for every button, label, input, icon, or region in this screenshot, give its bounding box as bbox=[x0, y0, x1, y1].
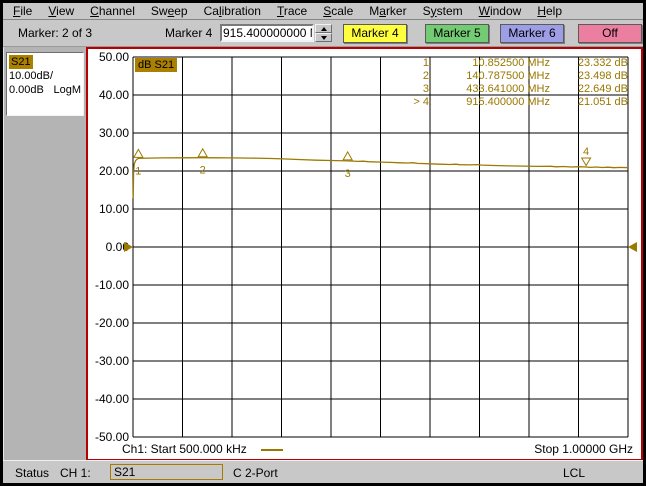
menu-system[interactable]: System bbox=[422, 3, 463, 18]
button-marker-6[interactable]: Marker 6 bbox=[500, 24, 564, 43]
button-marker-5[interactable]: Marker 5 bbox=[425, 24, 489, 43]
y-tick-label: 50.00 bbox=[98, 50, 129, 64]
y-tick-label: 40.00 bbox=[98, 88, 129, 102]
menu-sweep[interactable]: Sweep bbox=[150, 3, 188, 18]
readout-cell: 23.498 dB bbox=[577, 70, 628, 82]
menu-file[interactable]: File bbox=[13, 3, 33, 18]
y-tick-label: 0.00 bbox=[105, 240, 129, 254]
y-tick-label: -40.00 bbox=[94, 392, 129, 406]
reference-level-marker-left-icon bbox=[124, 242, 133, 252]
marker-2-number: 2 bbox=[200, 165, 206, 177]
readout-cell: 3: bbox=[422, 83, 432, 95]
marker-2-icon bbox=[197, 147, 209, 158]
trace-reference: 0.00dB bbox=[9, 84, 44, 96]
button-off[interactable]: Off bbox=[578, 24, 642, 43]
menu-view[interactable]: View bbox=[48, 3, 75, 18]
status-label: Status bbox=[15, 466, 50, 480]
readout-cell: > 4: bbox=[413, 96, 432, 108]
up-arrow-icon bbox=[320, 26, 327, 31]
readout-cell: 2: bbox=[422, 70, 432, 82]
readout-cell: 10.852500 MHz bbox=[472, 57, 550, 69]
reference-level-marker-right-icon bbox=[628, 242, 637, 252]
y-tick-label: -50.00 bbox=[94, 430, 129, 444]
marker-readout-row: 3: 433.641000 MHz 22.649 dB bbox=[402, 83, 628, 96]
menu-channel[interactable]: Channel bbox=[90, 3, 135, 18]
trace-color-legend-icon bbox=[260, 449, 283, 451]
trace-s21 bbox=[132, 157, 629, 199]
status-cal-indicator: C 2-Port bbox=[233, 466, 278, 480]
main-area: S21 10.00dB/ 0.00dB LogM 50.00 40.00 30.00… bbox=[3, 46, 643, 461]
down-arrow-icon bbox=[320, 35, 327, 40]
x-stop-label: Stop 1.00000 GHz bbox=[534, 442, 633, 456]
y-tick-label: 20.00 bbox=[98, 164, 129, 178]
marker-readout: 1: 10.852500 MHz 23.332 dB 2: 140.787500 MHz… bbox=[402, 57, 628, 109]
spin-down-button[interactable] bbox=[315, 33, 332, 42]
status-channel: CH 1: bbox=[60, 466, 91, 480]
x-start-label: Ch1: Start 500.000 kHz bbox=[122, 442, 283, 456]
marker-field-label: Marker 4 bbox=[165, 26, 213, 40]
marker-toolbar: Marker: 2 of 3 Marker 4 915.400000000 MH… bbox=[3, 21, 643, 46]
menu-window[interactable]: Window bbox=[478, 3, 522, 18]
marker-count-status: Marker: 2 of 3 bbox=[18, 26, 93, 40]
marker-1-number: 1 bbox=[135, 165, 141, 177]
menu-marker[interactable]: Marker bbox=[369, 3, 407, 18]
marker-readout-row: 2: 140.787500 MHz 23.498 dB bbox=[402, 70, 628, 83]
status-bar: Status CH 1: S21 C 2-Port LCL bbox=[3, 460, 643, 483]
readout-cell: 915.400000 MHz bbox=[466, 96, 550, 108]
y-tick-label: -30.00 bbox=[94, 354, 129, 368]
marker-frequency-input[interactable]: 915.400000000 MH bbox=[220, 24, 314, 42]
frequency-stepper bbox=[315, 24, 332, 42]
trace-scale: 10.00dB/ bbox=[9, 70, 54, 82]
status-measurement-box: S21 bbox=[110, 464, 223, 480]
readout-cell: 22.649 dB bbox=[577, 83, 628, 95]
y-axis: 50.00 40.00 30.00 20.00 10.00 0.00 -10.00 -20.0… bbox=[88, 49, 129, 449]
marker-3-icon bbox=[342, 150, 354, 161]
y-tick-label: 30.00 bbox=[98, 126, 129, 140]
readout-cell: 23.332 dB bbox=[577, 57, 628, 69]
marker-4-number: 4 bbox=[583, 146, 589, 158]
menu-bar: File View Channel Sweep Calibration Trace Scal… bbox=[3, 3, 643, 20]
status-lcl: LCL bbox=[563, 466, 586, 480]
trace-id-chip: S21 bbox=[9, 55, 33, 69]
trace-format: LogM bbox=[53, 84, 81, 96]
readout-cell: 140.787500 MHz bbox=[466, 70, 550, 82]
button-marker-4[interactable]: Marker 4 bbox=[343, 24, 407, 43]
chart-window: 50.00 40.00 30.00 20.00 10.00 0.00 -10.00 -20.0… bbox=[86, 47, 643, 461]
marker-3-number: 3 bbox=[345, 168, 351, 180]
y-tick-label: -10.00 bbox=[94, 278, 129, 292]
marker-readout-row: 1: 10.852500 MHz 23.332 dB bbox=[402, 57, 628, 70]
plot-svg: 1 2 3 4 bbox=[124, 56, 637, 438]
trace-sidebar: S21 10.00dB/ 0.00dB LogM bbox=[3, 47, 86, 461]
y-tick-label: 10.00 bbox=[98, 202, 129, 216]
x-axis-labels: Ch1: Start 500.000 kHz Stop 1.00000 GHz bbox=[88, 442, 641, 456]
trace-info-box[interactable]: S21 10.00dB/ 0.00dB LogM bbox=[6, 52, 84, 116]
menu-calibration[interactable]: Calibration bbox=[203, 3, 261, 18]
readout-cell: 1: bbox=[422, 57, 432, 69]
y-tick-label: -20.00 bbox=[94, 316, 129, 330]
chart-title-chip: dB S21 bbox=[135, 58, 178, 72]
menu-scale[interactable]: Scale bbox=[323, 3, 354, 18]
menu-help[interactable]: Help bbox=[537, 3, 563, 18]
marker-1-icon bbox=[133, 148, 144, 158]
readout-cell: 21.051 dB bbox=[577, 96, 628, 108]
marker-4-icon bbox=[580, 157, 592, 167]
readout-cell: 433.641000 MHz bbox=[466, 83, 550, 95]
spin-up-button[interactable] bbox=[315, 24, 332, 33]
menu-trace[interactable]: Trace bbox=[276, 3, 308, 18]
marker-readout-row: > 4: 915.400000 MHz 21.051 dB bbox=[402, 96, 628, 109]
